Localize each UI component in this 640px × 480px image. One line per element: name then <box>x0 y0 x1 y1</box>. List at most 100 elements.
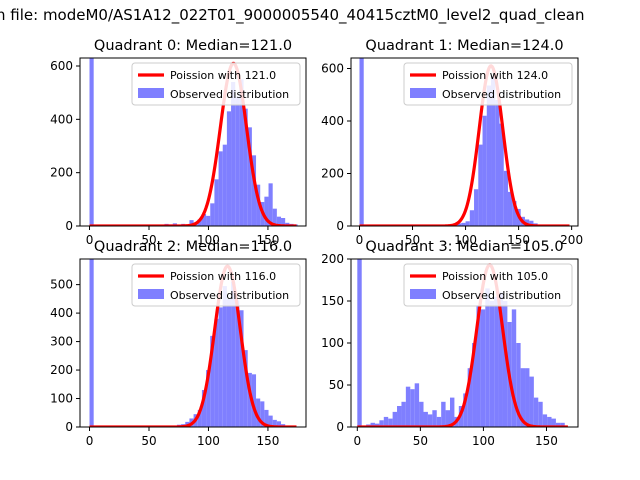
plot-area <box>357 259 568 427</box>
subplot-0: 0 50 100 150 0 200 400 600 Quadrant 0: Median=12… <box>50 38 307 247</box>
histogram-bar <box>197 409 202 427</box>
histogram-bar <box>472 343 477 427</box>
histogram-bar <box>239 310 244 427</box>
histogram-bar <box>538 401 543 427</box>
y-tick-label: 150 <box>321 294 344 308</box>
histogram-bar <box>441 401 446 427</box>
x-tick-label: 100 <box>197 233 220 247</box>
y-tick-label: 500 <box>50 278 73 292</box>
histogram-bar <box>379 420 384 427</box>
subplot-title: Quadrant 2: Median=116.0 <box>94 239 292 255</box>
histogram-bar <box>485 288 490 427</box>
histogram-bar <box>226 111 232 226</box>
histogram-bar <box>272 208 277 226</box>
histogram-bar <box>486 85 492 226</box>
histogram-bar <box>210 203 215 226</box>
histogram-bar <box>414 383 420 427</box>
subplot-title: Quadrant 3: Median=105.0 <box>365 239 563 255</box>
histogram-bar <box>357 259 362 427</box>
figure-suptitle: n file: modeM0/AS1A12_022T01_9000005540_… <box>0 6 585 25</box>
histogram-bar <box>276 216 282 226</box>
x-tick-label: 150 <box>256 233 279 247</box>
x-tick-label: 150 <box>507 233 530 247</box>
legend-box <box>131 263 301 307</box>
histogram-bar <box>465 221 470 226</box>
histogram-bar <box>276 421 282 427</box>
histogram-bar <box>494 296 499 427</box>
histogram-bar <box>551 418 556 427</box>
legend-observed-swatch <box>138 289 164 299</box>
histogram-bar <box>516 343 521 427</box>
histogram-bar <box>268 183 273 226</box>
histogram-bar <box>359 58 364 226</box>
histogram-bar <box>547 416 552 427</box>
histogram-bar <box>491 76 496 226</box>
histogram-bar <box>520 368 526 427</box>
histogram-bar <box>260 401 265 427</box>
histogram-bar <box>201 214 207 226</box>
y-tick-label: 100 <box>321 336 344 350</box>
histogram-bar <box>482 115 487 226</box>
histogram-bar <box>201 389 207 427</box>
histogram-bar <box>560 422 565 427</box>
histogram-bar <box>89 58 94 226</box>
histogram-bar <box>467 368 473 427</box>
legend-observed-swatch <box>138 88 164 98</box>
legend-entry-observed: Observed distribution <box>170 88 289 101</box>
histogram-bar <box>226 298 232 427</box>
histogram-bar <box>476 305 481 427</box>
legend-box <box>403 263 573 307</box>
histogram-bar <box>397 406 402 427</box>
histogram-bar <box>512 201 517 226</box>
histogram-bar <box>388 418 393 427</box>
axes-frame <box>350 57 579 227</box>
histogram-bar <box>463 393 468 427</box>
histogram-bar <box>243 108 248 226</box>
y-tick-label: 600 <box>50 59 73 73</box>
legend-observed-swatch <box>410 88 436 98</box>
histogram-bar <box>256 184 261 226</box>
histogram-bar <box>432 410 437 427</box>
histogram-bar <box>272 419 277 427</box>
legend-entry-fit: Poission with 116.0 <box>170 270 276 283</box>
plot-area <box>89 259 297 427</box>
histogram-bar <box>449 397 455 427</box>
x-tick-label: 100 <box>472 434 495 448</box>
subplot-2: 0 50 100 150 0 100 200 300 400 500 Quadrant 2: Med… <box>50 239 307 448</box>
histogram-bar <box>218 151 223 226</box>
histogram-bar <box>489 301 495 427</box>
x-tick-label: 0 <box>356 233 364 247</box>
histogram-bar <box>445 410 450 427</box>
y-tick-label: 300 <box>50 335 73 349</box>
histogram-bar <box>423 411 428 427</box>
subplot-grid: 0 50 100 150 0 200 400 600 Quadrant 0: Median=12… <box>50 38 583 448</box>
histogram-bar <box>256 398 261 427</box>
histogram-bar <box>214 179 219 226</box>
plot-area <box>89 58 298 226</box>
histogram-bar <box>370 422 375 427</box>
poisson-fit-line <box>89 264 297 427</box>
histogram-bar <box>401 401 406 427</box>
histogram-bar <box>419 401 424 427</box>
legend: Poission with 124.0 Observed distribution <box>403 62 573 106</box>
legend: Poission with 121.0 Observed distribution <box>131 62 301 106</box>
histogram-bar <box>247 372 252 427</box>
histogram-bar <box>197 219 202 226</box>
y-tick-label: 200 <box>321 167 344 181</box>
y-tick-label: 200 <box>50 166 73 180</box>
histogram-bar <box>374 423 380 427</box>
histogram-bar <box>206 370 211 427</box>
x-tick-label: 150 <box>256 434 279 448</box>
histogram-bar <box>281 218 286 226</box>
histogram-bar <box>555 422 561 427</box>
legend-entry-fit: Poission with 121.0 <box>170 69 276 82</box>
x-tick-label: 0 <box>86 233 94 247</box>
histogram-bar <box>405 386 411 427</box>
histogram-bar <box>524 219 530 226</box>
legend: Poission with 116.0 Observed distribution <box>131 263 301 307</box>
histogram-bar <box>222 144 227 226</box>
histogram-bar <box>542 414 548 427</box>
histogram-bar <box>478 144 483 226</box>
histogram-bar <box>529 376 534 427</box>
histogram-bar <box>525 368 530 427</box>
